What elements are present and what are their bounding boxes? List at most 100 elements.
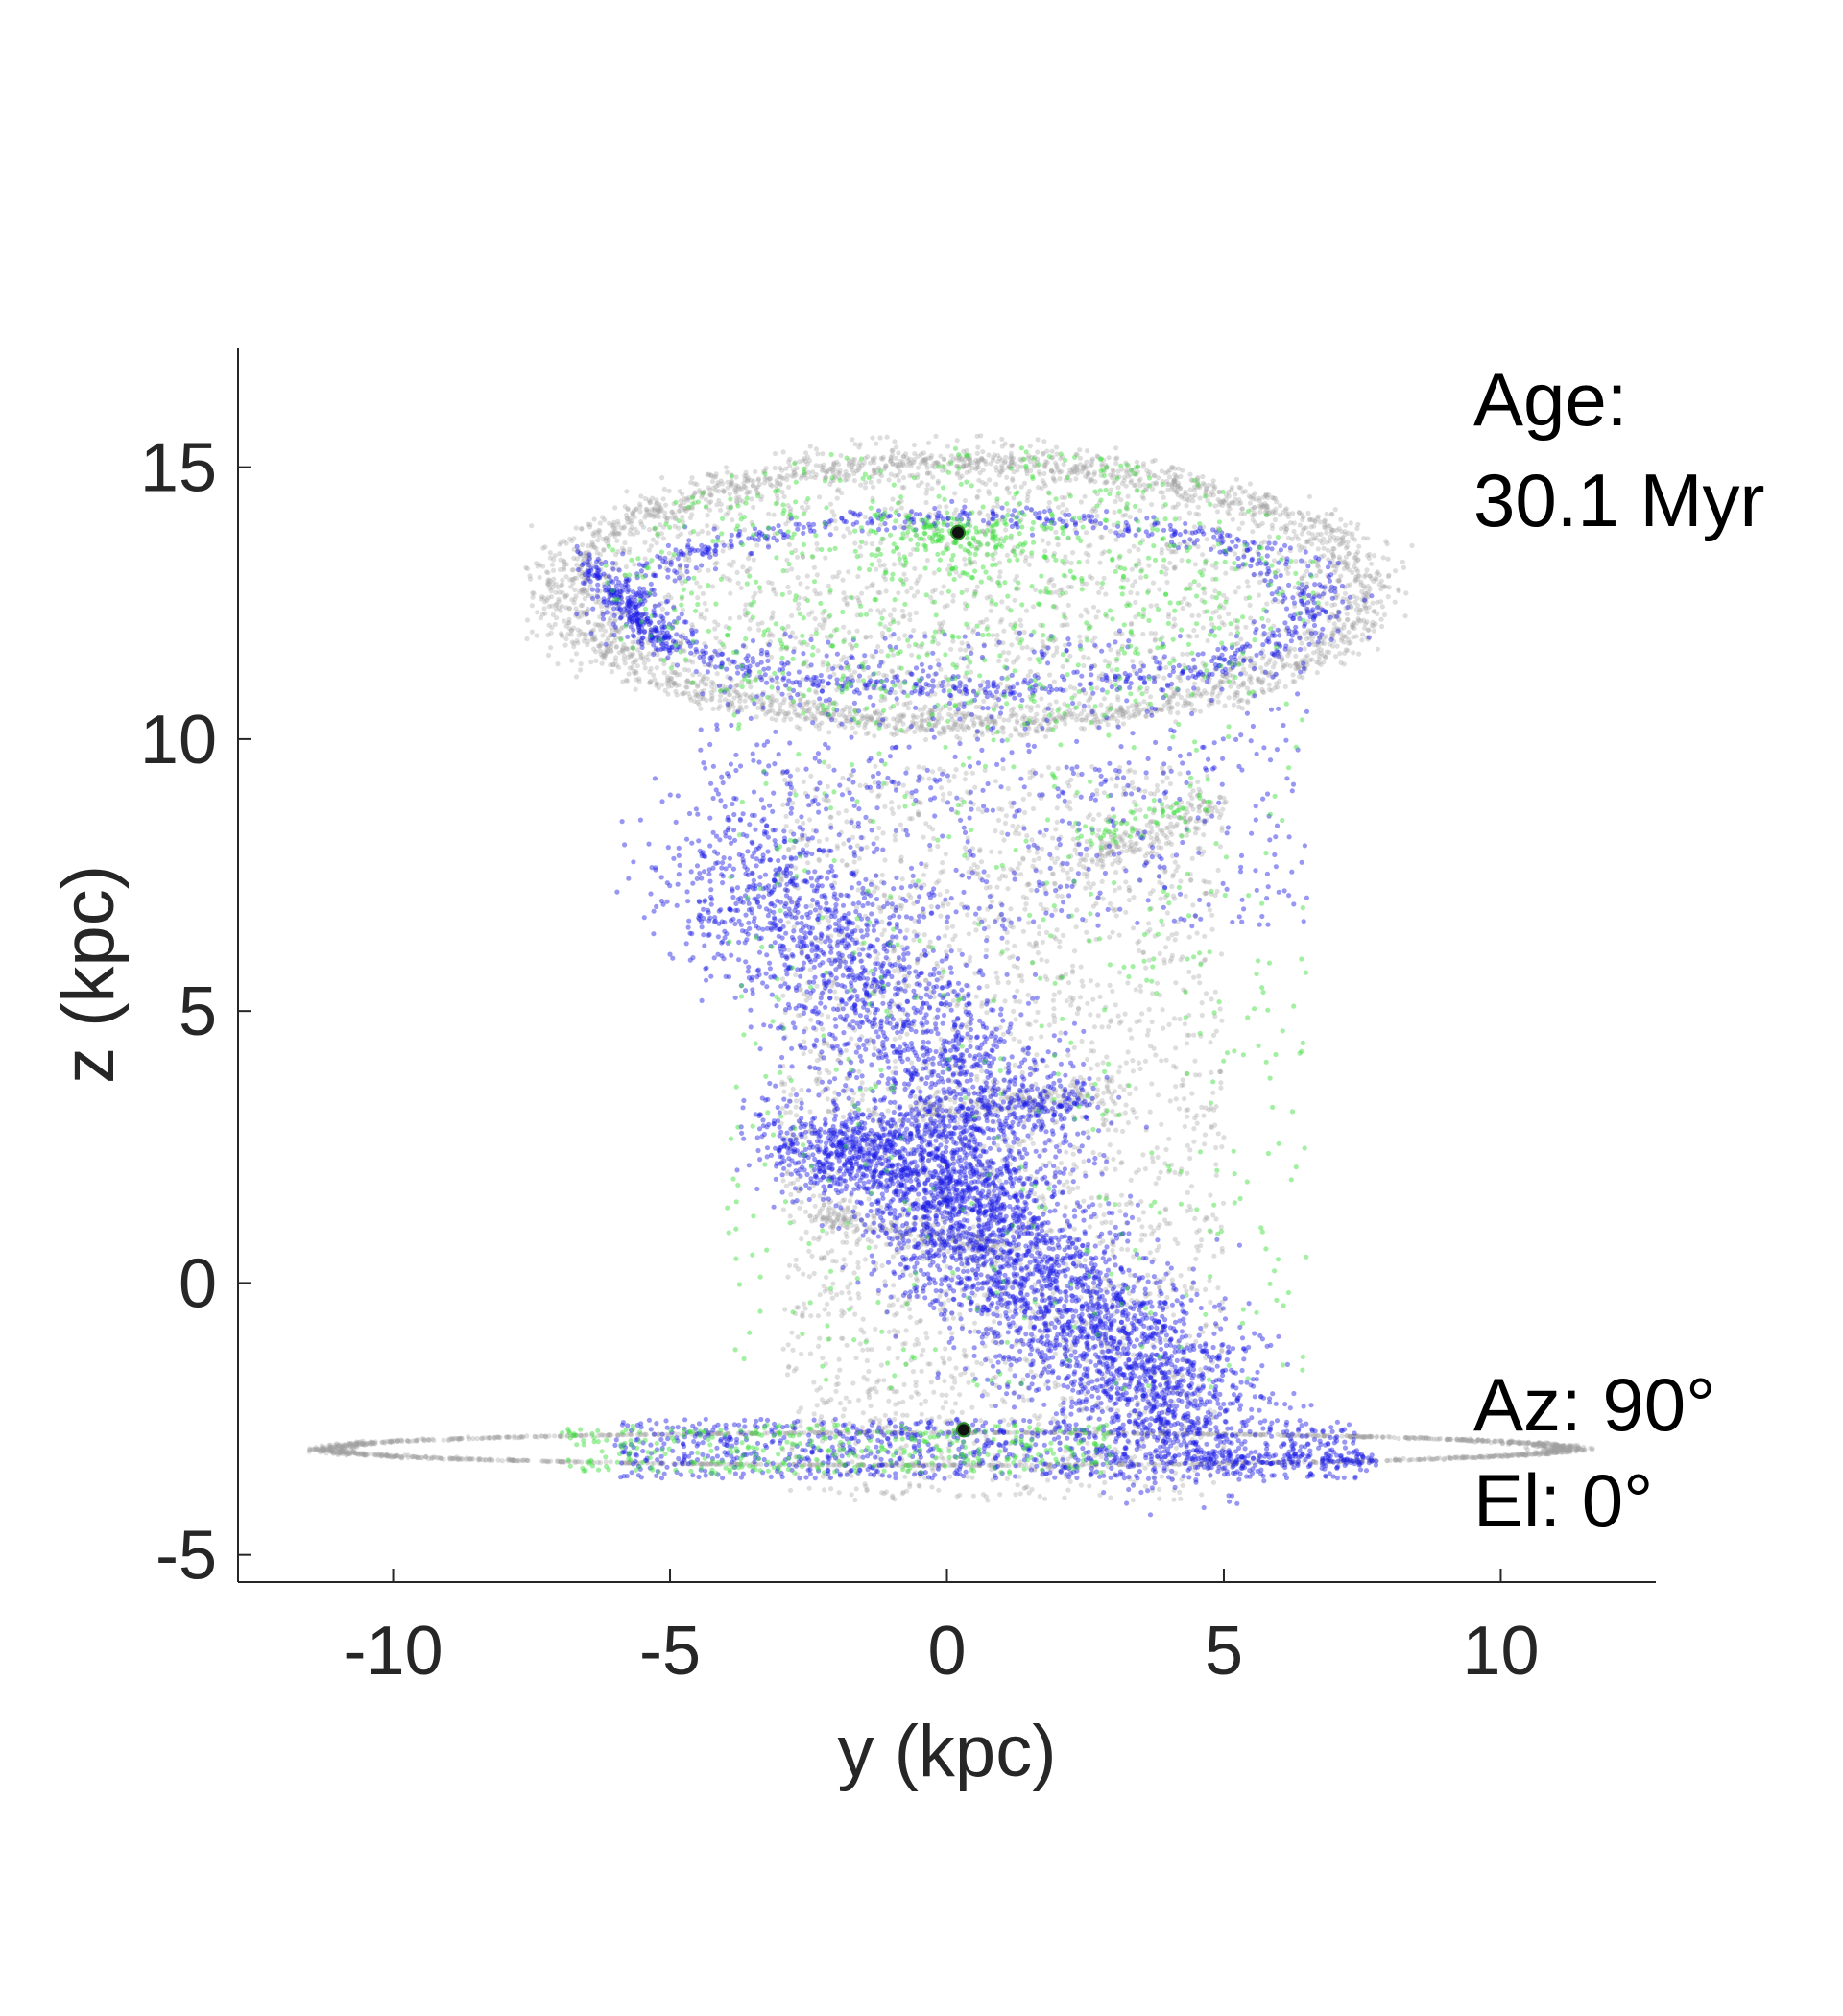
data-point	[1216, 502, 1222, 508]
data-point	[1375, 599, 1380, 605]
data-point	[1235, 585, 1242, 590]
data-point	[560, 577, 565, 584]
data-point	[1001, 717, 1007, 723]
data-point	[1143, 713, 1149, 719]
data-point	[361, 1451, 367, 1457]
data-point	[1002, 441, 1008, 446]
data-point	[851, 478, 858, 484]
data-point	[655, 530, 661, 537]
data-point	[755, 705, 761, 710]
data-point	[1304, 661, 1310, 668]
data-point	[1175, 701, 1181, 707]
data-point	[1297, 547, 1303, 553]
data-point	[838, 658, 845, 663]
data-point	[1308, 537, 1314, 542]
data-point	[966, 725, 972, 731]
data-point	[623, 645, 630, 651]
data-point	[1045, 720, 1051, 727]
data-point	[1035, 729, 1041, 734]
data-point	[729, 480, 734, 486]
data-point	[1123, 483, 1129, 489]
data-point	[405, 1438, 411, 1444]
data-point	[1260, 504, 1266, 511]
data-point	[804, 585, 810, 590]
data-point	[996, 574, 1002, 580]
data-point	[1209, 691, 1215, 697]
data-point	[890, 669, 896, 675]
data-point	[978, 433, 984, 439]
data-point	[637, 509, 643, 515]
data-point	[1335, 616, 1342, 622]
data-point	[1272, 516, 1278, 523]
data-point	[1198, 693, 1204, 699]
data-point	[1090, 604, 1097, 610]
data-point	[586, 619, 591, 625]
data-point	[684, 678, 691, 684]
data-point	[1273, 495, 1279, 501]
data-point	[1098, 585, 1105, 591]
data-point	[977, 715, 983, 721]
series-gray	[306, 433, 1595, 1503]
data-point	[733, 474, 739, 480]
data-point	[894, 444, 899, 450]
data-point	[549, 562, 556, 567]
data-point	[592, 529, 598, 535]
data-point	[680, 515, 685, 520]
data-point	[1343, 545, 1350, 551]
data-point	[1324, 634, 1329, 639]
data-point	[609, 669, 615, 675]
data-point	[774, 698, 779, 704]
data-point	[715, 482, 721, 488]
data-point	[984, 595, 990, 601]
data-point	[773, 717, 779, 723]
data-point	[899, 713, 905, 719]
data-point	[902, 729, 909, 734]
data-point	[729, 481, 734, 487]
data-point	[642, 665, 648, 671]
data-point	[1311, 612, 1317, 618]
data-point	[563, 623, 569, 629]
data-point	[680, 607, 686, 613]
data-point	[581, 556, 587, 562]
data-point	[546, 577, 552, 583]
data-point	[1308, 524, 1314, 530]
data-point	[534, 561, 539, 566]
data-point	[1105, 722, 1111, 728]
data-point	[1185, 700, 1190, 706]
data-point	[547, 550, 553, 556]
data-point	[908, 586, 914, 591]
data-point	[744, 693, 750, 699]
data-point	[827, 481, 833, 487]
data-point	[1358, 582, 1364, 588]
data-point	[624, 516, 630, 521]
data-point	[896, 450, 901, 456]
data-point	[903, 576, 909, 583]
data-point	[1242, 489, 1249, 494]
data-point	[1371, 628, 1376, 634]
data-point	[784, 711, 791, 717]
data-point	[578, 603, 584, 609]
data-point	[953, 712, 959, 718]
data-point	[987, 477, 993, 483]
data-point	[1409, 542, 1415, 549]
data-point	[1353, 607, 1359, 612]
data-point	[1299, 576, 1304, 582]
data-point	[1334, 625, 1340, 631]
data-point	[1081, 708, 1087, 713]
data-point	[1130, 659, 1136, 664]
data-point	[612, 655, 619, 660]
data-point	[1068, 560, 1074, 566]
data-point	[980, 719, 986, 725]
data-point	[545, 570, 551, 576]
data-point	[557, 566, 563, 573]
data-point	[1158, 490, 1163, 495]
data-point	[524, 636, 530, 642]
data-point	[871, 654, 876, 660]
data-point	[990, 633, 995, 638]
data-point	[550, 567, 557, 573]
data-point	[775, 711, 781, 717]
data-point	[1338, 516, 1344, 522]
data-point	[786, 484, 792, 490]
data-point	[945, 724, 951, 730]
data-point	[922, 460, 928, 466]
